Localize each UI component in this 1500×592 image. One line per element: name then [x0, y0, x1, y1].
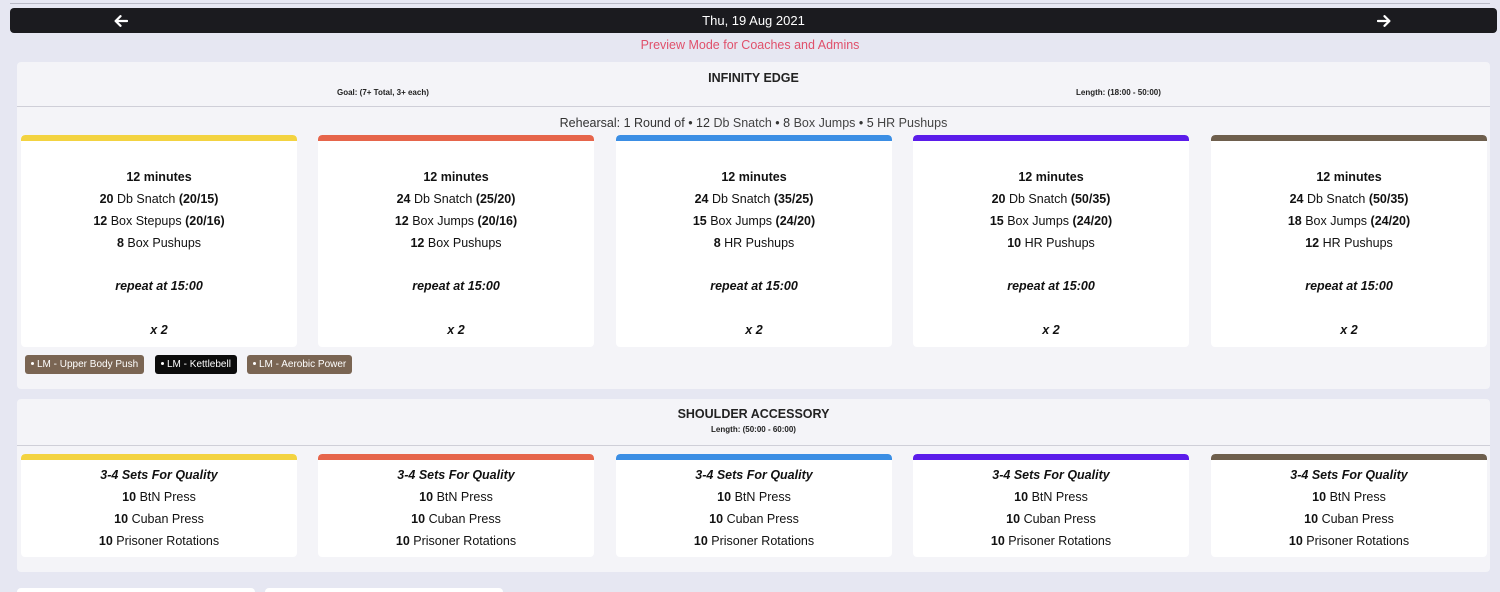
repeat-note: repeat at 15:00 [710, 279, 798, 293]
exercise-line: 12 Box Jumps (20/16) [394, 214, 518, 228]
repeat-note: repeat at 15:00 [1007, 279, 1095, 293]
exercise-line: 15 Box Jumps (24/20) [692, 214, 816, 228]
multiplier: x 2 [1042, 323, 1060, 337]
level-color-bar [1211, 454, 1487, 460]
exercise-line: 20 Db Snatch (50/35) [991, 192, 1111, 206]
exercise-line: 24 Db Snatch (25/20) [396, 192, 516, 206]
rehearsal-line: Rehearsal: 1 Round of • 12 Db Snatch • 8… [559, 116, 948, 130]
exercise-line: 15 Box Jumps (24/20) [989, 214, 1113, 228]
level-color-bar [21, 135, 297, 141]
level-card: 3-4 Sets For Quality 10 BtN Press 10 Cub… [21, 454, 297, 557]
level-card: 12 minutes 24 Db Snatch (35/25) 15 Box J… [616, 135, 892, 347]
exercise-line: 10 BtN Press [717, 490, 791, 504]
sets-heading: 3-4 Sets For Quality [695, 468, 813, 482]
level-color-bar [616, 454, 892, 460]
arrow-left-icon[interactable] [109, 10, 133, 31]
tag-aerobic-power[interactable]: LM - Aerobic Power [247, 355, 353, 374]
exercise-line: 10 Prisoner Rotations [693, 534, 815, 548]
exercise-line: 10 Prisoner Rotations [98, 534, 220, 548]
sets-heading: 3-4 Sets For Quality [397, 468, 515, 482]
level-card: 12 minutes 20 Db Snatch (50/35) 15 Box J… [913, 135, 1189, 347]
bottom-panel-tab[interactable] [265, 588, 503, 592]
exercise-line: 18 Box Jumps (24/20) [1287, 214, 1411, 228]
level-color-bar [318, 135, 594, 141]
level-card: 12 minutes 24 Db Snatch (50/35) 18 Box J… [1211, 135, 1487, 347]
time-cap: 12 minutes [126, 170, 192, 184]
exercise-line: 10 Cuban Press [709, 512, 799, 526]
exercise-line: 10 Cuban Press [1304, 512, 1394, 526]
level-card: 12 minutes 20 Db Snatch (20/15) 12 Box S… [21, 135, 297, 347]
bottom-panel-tab[interactable] [17, 588, 255, 592]
level-color-bar [913, 135, 1189, 141]
exercise-line: 12 Box Stepups (20/16) [93, 214, 225, 228]
section-length: Length: (18:00 - 50:00) [1076, 88, 1161, 97]
preview-mode-notice: Preview Mode for Coaches and Admins [640, 38, 860, 52]
exercise-line: 24 Db Snatch (35/25) [694, 192, 814, 206]
multiplier: x 2 [1340, 323, 1358, 337]
top-divider [10, 3, 1490, 4]
date-navigation-bar: Thu, 19 Aug 2021 [10, 8, 1497, 33]
tag-upper-body-push[interactable]: LM - Upper Body Push [25, 355, 145, 374]
workout-section-shoulder-accessory: SHOULDER ACCESSORY Length: (50:00 - 60:0… [17, 399, 1490, 572]
level-color-bar [318, 454, 594, 460]
level-card: 3-4 Sets For Quality 10 BtN Press 10 Cub… [913, 454, 1189, 557]
level-card: 3-4 Sets For Quality 10 BtN Press 10 Cub… [1211, 454, 1487, 557]
exercise-line: 12 HR Pushups [1305, 236, 1393, 250]
section-title: SHOULDER ACCESSORY [677, 407, 830, 421]
current-date[interactable]: Thu, 19 Aug 2021 [702, 13, 805, 28]
exercise-line: 12 Box Pushups [410, 236, 502, 250]
level-color-bar [913, 454, 1189, 460]
repeat-note: repeat at 15:00 [412, 279, 500, 293]
exercise-line: 10 Cuban Press [114, 512, 204, 526]
exercise-line: 10 Cuban Press [411, 512, 501, 526]
time-cap: 12 minutes [1018, 170, 1084, 184]
section-divider [17, 445, 1490, 446]
level-color-bar [1211, 135, 1487, 141]
repeat-note: repeat at 15:00 [1305, 279, 1393, 293]
exercise-line: 8 HR Pushups [713, 236, 795, 250]
exercise-line: 10 HR Pushups [1007, 236, 1095, 250]
time-cap: 12 minutes [1316, 170, 1382, 184]
time-cap: 12 minutes [721, 170, 787, 184]
sets-heading: 3-4 Sets For Quality [992, 468, 1110, 482]
level-card: 3-4 Sets For Quality 10 BtN Press 10 Cub… [318, 454, 594, 557]
level-color-bar [616, 135, 892, 141]
multiplier: x 2 [150, 323, 168, 337]
exercise-line: 10 Prisoner Rotations [395, 534, 517, 548]
exercise-line: 10 BtN Press [1014, 490, 1088, 504]
section-length: Length: (50:00 - 60:00) [711, 425, 796, 434]
exercise-line: 10 BtN Press [122, 490, 196, 504]
repeat-note: repeat at 15:00 [115, 279, 203, 293]
exercise-line: 10 BtN Press [419, 490, 493, 504]
exercise-line: 24 Db Snatch (50/35) [1289, 192, 1409, 206]
multiplier: x 2 [447, 323, 465, 337]
workout-section-infinity-edge: INFINITY EDGE Goal: (7+ Total, 3+ each) … [17, 62, 1490, 389]
exercise-line: 10 Prisoner Rotations [1288, 534, 1410, 548]
exercise-line: 20 Db Snatch (20/15) [99, 192, 219, 206]
exercise-line: 10 BtN Press [1312, 490, 1386, 504]
exercise-line: 10 Prisoner Rotations [990, 534, 1112, 548]
section-title: INFINITY EDGE [708, 71, 799, 85]
sets-heading: 3-4 Sets For Quality [100, 468, 218, 482]
sets-heading: 3-4 Sets For Quality [1290, 468, 1408, 482]
tag-kettlebell[interactable]: LM - Kettlebell [155, 355, 237, 374]
exercise-line: 10 Cuban Press [1006, 512, 1096, 526]
arrow-right-icon[interactable] [1372, 10, 1396, 31]
exercise-line: 8 Box Pushups [116, 236, 202, 250]
time-cap: 12 minutes [423, 170, 489, 184]
level-color-bar [21, 454, 297, 460]
section-goal: Goal: (7+ Total, 3+ each) [337, 88, 429, 97]
multiplier: x 2 [745, 323, 763, 337]
level-card: 3-4 Sets For Quality 10 BtN Press 10 Cub… [616, 454, 892, 557]
section-divider [17, 106, 1490, 107]
level-card: 12 minutes 24 Db Snatch (25/20) 12 Box J… [318, 135, 594, 347]
